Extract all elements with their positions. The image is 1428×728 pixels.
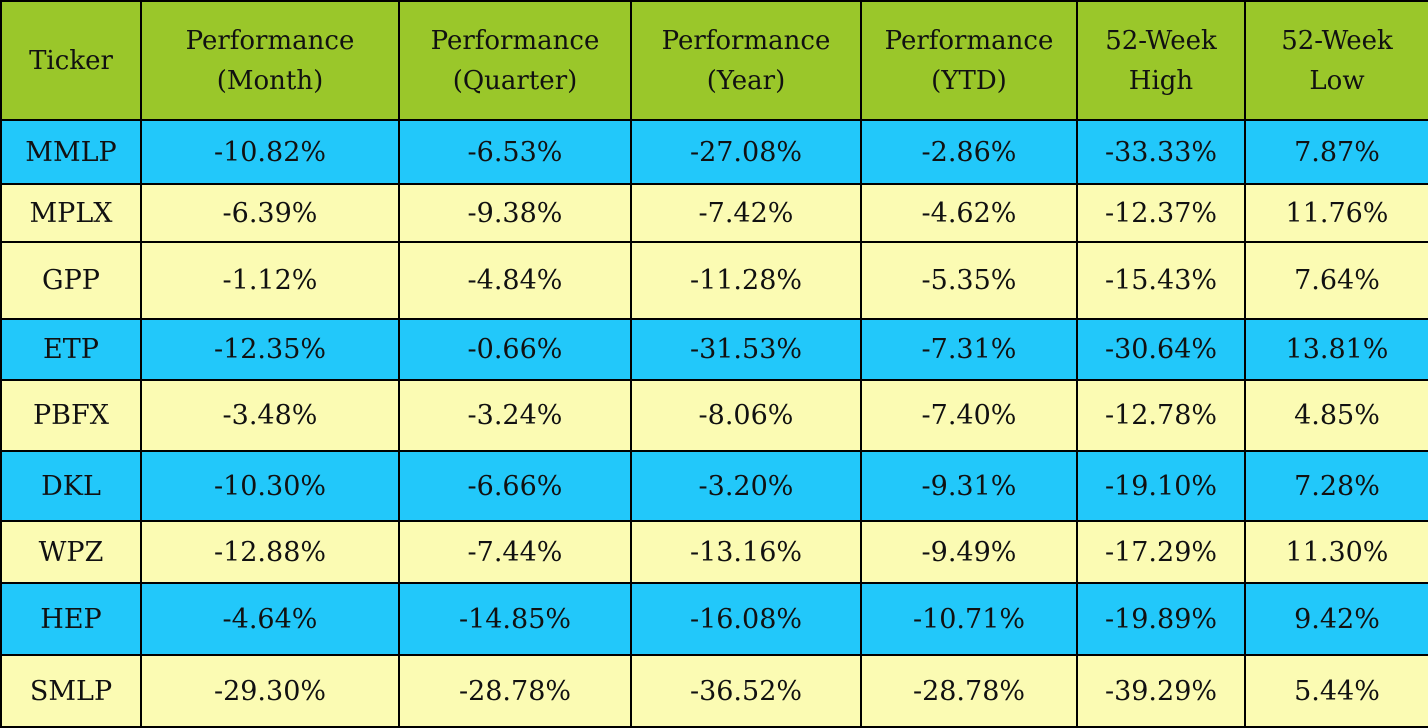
ticker-cell: WPZ [0, 520, 142, 584]
table-row: PBFX -3.48% -3.24% -8.06% -7.40% -12.78%… [0, 379, 1428, 452]
value-cell: -8.06% [630, 379, 862, 452]
table-row: SMLP -29.30% -28.78% -36.52% -28.78% -39… [0, 654, 1428, 728]
value-cell: -13.16% [630, 520, 862, 584]
value-cell: -12.88% [140, 520, 400, 584]
ticker-cell: PBFX [0, 379, 142, 452]
value-cell: -31.53% [630, 318, 862, 381]
value-cell: -7.31% [860, 318, 1078, 381]
value-cell: -19.10% [1076, 450, 1246, 522]
table-row: WPZ -12.88% -7.44% -13.16% -9.49% -17.29… [0, 520, 1428, 584]
value-cell: 13.81% [1244, 318, 1428, 381]
value-cell: -5.35% [860, 241, 1078, 320]
value-cell: -2.86% [860, 119, 1078, 185]
ticker-cell: GPP [0, 241, 142, 320]
ticker-cell: SMLP [0, 654, 142, 728]
value-cell: -3.24% [398, 379, 632, 452]
value-cell: -10.30% [140, 450, 400, 522]
value-cell: -7.42% [630, 183, 862, 243]
value-cell: 11.30% [1244, 520, 1428, 584]
value-cell: -9.49% [860, 520, 1078, 584]
table-row: HEP -4.64% -14.85% -16.08% -10.71% -19.8… [0, 582, 1428, 656]
value-cell: 5.44% [1244, 654, 1428, 728]
value-cell: -16.08% [630, 582, 862, 656]
col-header-performance-year: Performance (Year) [630, 0, 862, 121]
value-cell: -4.64% [140, 582, 400, 656]
col-header-performance-month: Performance (Month) [140, 0, 400, 121]
value-cell: -9.31% [860, 450, 1078, 522]
value-cell: 7.64% [1244, 241, 1428, 320]
table-row: MMLP -10.82% -6.53% -27.08% -2.86% -33.3… [0, 119, 1428, 185]
value-cell: -15.43% [1076, 241, 1246, 320]
value-cell: -7.44% [398, 520, 632, 584]
value-cell: -29.30% [140, 654, 400, 728]
value-cell: -28.78% [398, 654, 632, 728]
value-cell: -4.62% [860, 183, 1078, 243]
value-cell: -3.48% [140, 379, 400, 452]
value-cell: -4.84% [398, 241, 632, 320]
value-cell: -10.82% [140, 119, 400, 185]
value-cell: -6.66% [398, 450, 632, 522]
col-header-performance-ytd: Performance (YTD) [860, 0, 1078, 121]
value-cell: -12.35% [140, 318, 400, 381]
value-cell: -11.28% [630, 241, 862, 320]
value-cell: -6.39% [140, 183, 400, 243]
value-cell: 11.76% [1244, 183, 1428, 243]
value-cell: -9.38% [398, 183, 632, 243]
ticker-cell: HEP [0, 582, 142, 656]
value-cell: -0.66% [398, 318, 632, 381]
ticker-cell: ETP [0, 318, 142, 381]
table-row: DKL -10.30% -6.66% -3.20% -9.31% -19.10%… [0, 450, 1428, 522]
value-cell: -27.08% [630, 119, 862, 185]
table-body: MMLP -10.82% -6.53% -27.08% -2.86% -33.3… [0, 119, 1428, 728]
ticker-cell: MPLX [0, 183, 142, 243]
col-header-52-week-high: 52-Week High [1076, 0, 1246, 121]
value-cell: -17.29% [1076, 520, 1246, 584]
value-cell: -6.53% [398, 119, 632, 185]
value-cell: 9.42% [1244, 582, 1428, 656]
header-row: Ticker Performance (Month) Performance (… [0, 0, 1428, 121]
value-cell: 4.85% [1244, 379, 1428, 452]
ticker-cell: MMLP [0, 119, 142, 185]
value-cell: 7.87% [1244, 119, 1428, 185]
value-cell: -36.52% [630, 654, 862, 728]
table-row: MPLX -6.39% -9.38% -7.42% -4.62% -12.37%… [0, 183, 1428, 243]
value-cell: -33.33% [1076, 119, 1246, 185]
value-cell: -19.89% [1076, 582, 1246, 656]
value-cell: 7.28% [1244, 450, 1428, 522]
value-cell: -14.85% [398, 582, 632, 656]
value-cell: -10.71% [860, 582, 1078, 656]
value-cell: -12.37% [1076, 183, 1246, 243]
value-cell: -3.20% [630, 450, 862, 522]
value-cell: -28.78% [860, 654, 1078, 728]
table-row: GPP -1.12% -4.84% -11.28% -5.35% -15.43%… [0, 241, 1428, 320]
col-header-ticker: Ticker [0, 0, 142, 121]
table-row: ETP -12.35% -0.66% -31.53% -7.31% -30.64… [0, 318, 1428, 381]
value-cell: -1.12% [140, 241, 400, 320]
value-cell: -12.78% [1076, 379, 1246, 452]
ticker-cell: DKL [0, 450, 142, 522]
value-cell: -30.64% [1076, 318, 1246, 381]
col-header-52-week-low: 52-Week Low [1244, 0, 1428, 121]
value-cell: -7.40% [860, 379, 1078, 452]
value-cell: -39.29% [1076, 654, 1246, 728]
col-header-performance-quarter: Performance (Quarter) [398, 0, 632, 121]
